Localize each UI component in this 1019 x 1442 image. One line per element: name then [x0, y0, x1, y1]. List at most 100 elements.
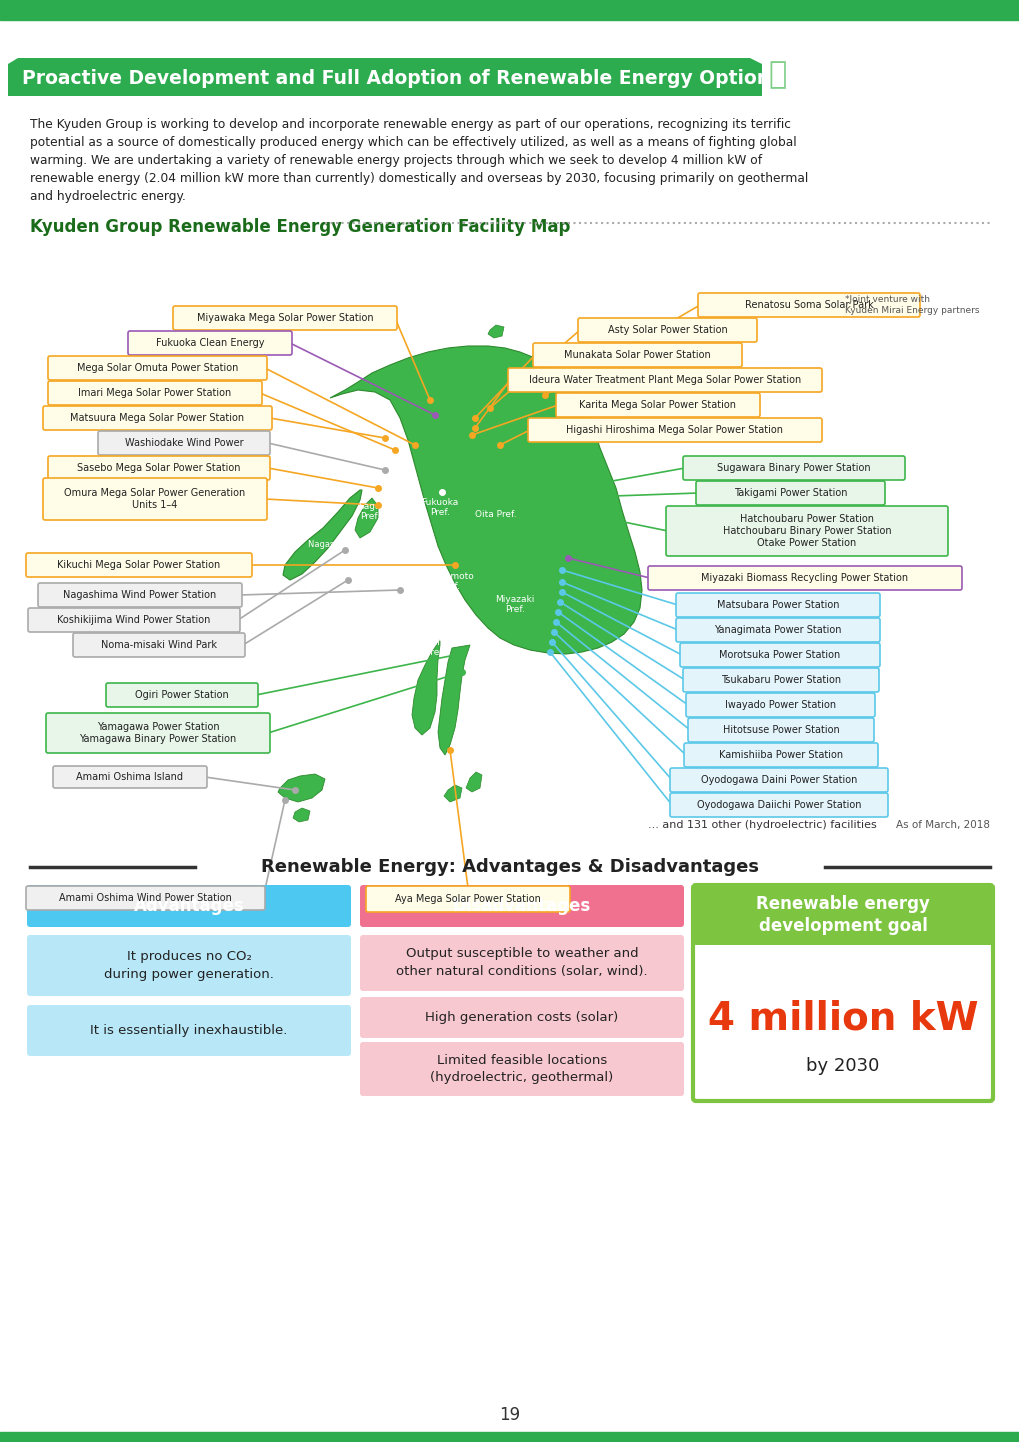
FancyBboxPatch shape: [173, 306, 396, 330]
FancyBboxPatch shape: [360, 996, 684, 1038]
Text: Kumamoto
Pref.: Kumamoto Pref.: [425, 572, 474, 591]
Text: Renewable Energy: Advantages & Disadvantages: Renewable Energy: Advantages & Disadvant…: [261, 858, 758, 875]
FancyBboxPatch shape: [366, 885, 570, 911]
Text: High generation costs (solar): High generation costs (solar): [425, 1011, 618, 1024]
FancyBboxPatch shape: [693, 885, 991, 945]
FancyBboxPatch shape: [48, 381, 262, 405]
Text: Omura Mega Solar Power Generation
Units 1–4: Omura Mega Solar Power Generation Units …: [64, 487, 246, 510]
FancyBboxPatch shape: [25, 885, 265, 910]
Text: 4 million kW: 4 million kW: [707, 999, 977, 1037]
Text: Amami Oshima Wind Power Station: Amami Oshima Wind Power Station: [59, 893, 231, 903]
Text: Oyodogawa Daiichi Power Station: Oyodogawa Daiichi Power Station: [696, 800, 860, 810]
Text: by 2030: by 2030: [806, 1057, 878, 1074]
Text: Miyazaki Biomass Recycling Power Station: Miyazaki Biomass Recycling Power Station: [701, 572, 908, 583]
Text: Miyawaka Mega Solar Power Station: Miyawaka Mega Solar Power Station: [197, 313, 373, 323]
Text: Washiodake Wind Power: Washiodake Wind Power: [124, 438, 244, 448]
Text: Miyazaki
Pref.: Miyazaki Pref.: [495, 596, 534, 614]
Text: Imari Mega Solar Power Station: Imari Mega Solar Power Station: [78, 388, 231, 398]
Text: Output susceptible to weather and
other natural conditions (solar, wind).: Output susceptible to weather and other …: [395, 947, 647, 979]
Text: Karita Mega Solar Power Station: Karita Mega Solar Power Station: [579, 399, 736, 410]
Text: Hitotsuse Power Station: Hitotsuse Power Station: [721, 725, 839, 735]
FancyBboxPatch shape: [683, 456, 904, 480]
Text: Kagoshima
Pref.: Kagoshima Pref.: [410, 637, 460, 658]
Text: Mega Solar Omuta Power Station: Mega Solar Omuta Power Station: [76, 363, 238, 373]
Polygon shape: [292, 808, 310, 822]
FancyBboxPatch shape: [669, 793, 888, 818]
FancyBboxPatch shape: [533, 343, 741, 368]
FancyBboxPatch shape: [647, 567, 961, 590]
FancyBboxPatch shape: [48, 356, 267, 381]
Text: Takigami Power Station: Takigami Power Station: [733, 487, 847, 497]
Text: Nagasaki Pref.: Nagasaki Pref.: [308, 539, 368, 549]
FancyBboxPatch shape: [106, 684, 258, 707]
Text: It produces no CO₂
during power generation.: It produces no CO₂ during power generati…: [104, 950, 274, 981]
FancyBboxPatch shape: [53, 766, 207, 787]
Text: The Kyuden Group is working to develop and incorporate renewable energy as part : The Kyuden Group is working to develop a…: [30, 118, 790, 131]
Text: Fukuoka
Pref.: Fukuoka Pref.: [421, 497, 459, 518]
Bar: [0, 1432, 1019, 1442]
Text: Sugawara Binary Power Station: Sugawara Binary Power Station: [716, 463, 870, 473]
FancyBboxPatch shape: [43, 407, 272, 430]
FancyBboxPatch shape: [48, 456, 270, 480]
Text: Yanagimata Power Station: Yanagimata Power Station: [713, 624, 841, 634]
FancyBboxPatch shape: [669, 769, 888, 792]
Text: Iwayado Power Station: Iwayado Power Station: [725, 699, 836, 709]
FancyBboxPatch shape: [692, 885, 993, 1102]
FancyBboxPatch shape: [695, 482, 884, 505]
FancyBboxPatch shape: [43, 477, 267, 521]
Polygon shape: [437, 645, 470, 756]
Text: Matsuura Mega Solar Power Station: Matsuura Mega Solar Power Station: [70, 412, 245, 423]
FancyBboxPatch shape: [686, 694, 874, 717]
Polygon shape: [282, 490, 362, 580]
FancyBboxPatch shape: [578, 319, 756, 342]
FancyBboxPatch shape: [680, 643, 879, 668]
FancyBboxPatch shape: [98, 431, 270, 456]
Text: Morotsuka Power Station: Morotsuka Power Station: [718, 650, 840, 660]
FancyBboxPatch shape: [73, 633, 245, 658]
FancyBboxPatch shape: [360, 1043, 684, 1096]
Bar: [0, 0, 1019, 20]
Text: Yamagawa Power Station
Yamagawa Binary Power Station: Yamagawa Power Station Yamagawa Binary P…: [79, 722, 236, 744]
Text: Proactive Development and Full Adoption of Renewable Energy Options: Proactive Development and Full Adoption …: [22, 69, 781, 88]
FancyBboxPatch shape: [684, 743, 877, 767]
FancyBboxPatch shape: [697, 293, 919, 317]
Text: It is essentially inexhaustible.: It is essentially inexhaustible.: [91, 1024, 287, 1037]
FancyBboxPatch shape: [507, 368, 821, 392]
Text: potential as a source of domestically produced energy which can be effectively u: potential as a source of domestically pr…: [30, 136, 796, 149]
Text: Oita Pref.: Oita Pref.: [475, 510, 517, 519]
Text: Kamishiiba Power Station: Kamishiiba Power Station: [718, 750, 843, 760]
FancyBboxPatch shape: [688, 718, 873, 743]
Polygon shape: [412, 640, 439, 735]
FancyBboxPatch shape: [555, 394, 759, 417]
Text: Noma-misaki Wind Park: Noma-misaki Wind Park: [101, 640, 217, 650]
FancyBboxPatch shape: [683, 668, 878, 692]
FancyBboxPatch shape: [676, 593, 879, 617]
FancyBboxPatch shape: [665, 506, 947, 557]
Text: Higashi Hiroshima Mega Solar Power Station: Higashi Hiroshima Mega Solar Power Stati…: [566, 425, 783, 435]
Polygon shape: [466, 771, 482, 792]
FancyBboxPatch shape: [127, 332, 291, 355]
Text: Renewable energy
development goal: Renewable energy development goal: [755, 895, 929, 934]
Text: and hydroelectric energy.: and hydroelectric energy.: [30, 190, 185, 203]
Text: Tsukabaru Power Station: Tsukabaru Power Station: [720, 675, 841, 685]
Text: Ideura Water Treatment Plant Mega Solar Power Station: Ideura Water Treatment Plant Mega Solar …: [529, 375, 800, 385]
Text: warming. We are undertaking a variety of renewable energy projects through which: warming. We are undertaking a variety of…: [30, 154, 761, 167]
Text: Matsubara Power Station: Matsubara Power Station: [716, 600, 839, 610]
Text: As of March, 2018: As of March, 2018: [895, 820, 989, 831]
FancyBboxPatch shape: [28, 609, 239, 632]
Text: Aya Mega Solar Power Station: Aya Mega Solar Power Station: [394, 894, 540, 904]
Polygon shape: [443, 784, 462, 802]
Polygon shape: [487, 324, 503, 337]
FancyBboxPatch shape: [26, 934, 351, 996]
Text: *Joint venture with
Kyuden Mirai Energy partners: *Joint venture with Kyuden Mirai Energy …: [844, 296, 978, 316]
Polygon shape: [355, 497, 378, 538]
Text: Disadvantages: Disadvantages: [452, 897, 591, 916]
FancyBboxPatch shape: [25, 552, 252, 577]
Text: 🌿: 🌿: [767, 61, 786, 89]
Text: Amami Oshima Island: Amami Oshima Island: [76, 771, 183, 782]
Text: Hatchoubaru Power Station
Hatchoubaru Binary Power Station
Otake Power Station: Hatchoubaru Power Station Hatchoubaru Bi…: [722, 513, 891, 548]
Text: Renatosu Soma Solar Park: Renatosu Soma Solar Park: [744, 300, 872, 310]
Text: renewable energy (2.04 million kW more than currently) domestically and overseas: renewable energy (2.04 million kW more t…: [30, 172, 807, 185]
Text: Koshikijima Wind Power Station: Koshikijima Wind Power Station: [57, 614, 211, 624]
Text: Saga
Pref.: Saga Pref.: [359, 502, 381, 522]
